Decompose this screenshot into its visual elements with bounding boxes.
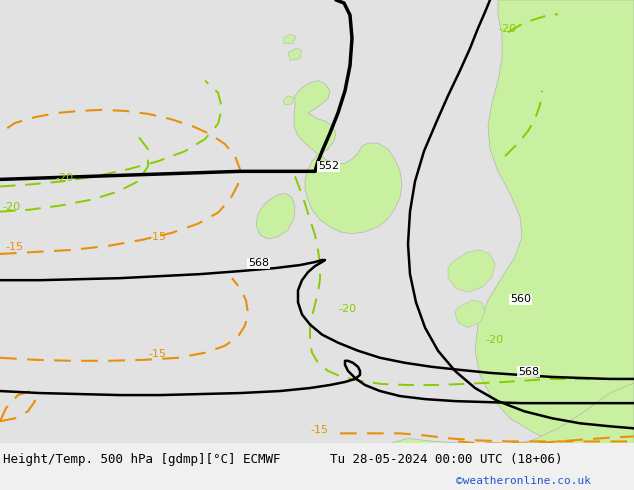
Polygon shape: [283, 96, 294, 105]
Text: -20: -20: [55, 173, 73, 183]
Text: Tu 28-05-2024 00:00 UTC (18+06): Tu 28-05-2024 00:00 UTC (18+06): [330, 453, 562, 466]
Text: -15: -15: [310, 425, 328, 436]
Text: ©weatheronline.co.uk: ©weatheronline.co.uk: [456, 476, 592, 486]
Text: -20: -20: [498, 24, 516, 34]
Polygon shape: [390, 383, 634, 443]
Polygon shape: [256, 194, 295, 239]
Polygon shape: [455, 300, 485, 327]
Text: -20: -20: [2, 201, 20, 212]
Text: -15: -15: [148, 349, 166, 359]
Text: 552: 552: [318, 161, 339, 172]
Text: -15: -15: [5, 242, 23, 252]
Polygon shape: [288, 49, 302, 60]
Text: -20: -20: [338, 304, 356, 315]
Text: 568: 568: [248, 258, 269, 268]
Text: -20: -20: [485, 335, 503, 344]
Polygon shape: [475, 0, 634, 443]
Polygon shape: [448, 250, 495, 292]
Polygon shape: [283, 34, 296, 43]
Text: 568: 568: [518, 367, 539, 377]
Text: Height/Temp. 500 hPa [gdmp][°C] ECMWF: Height/Temp. 500 hPa [gdmp][°C] ECMWF: [3, 453, 281, 466]
Polygon shape: [294, 81, 402, 234]
Text: -15: -15: [148, 232, 166, 242]
Text: 560: 560: [510, 294, 531, 304]
